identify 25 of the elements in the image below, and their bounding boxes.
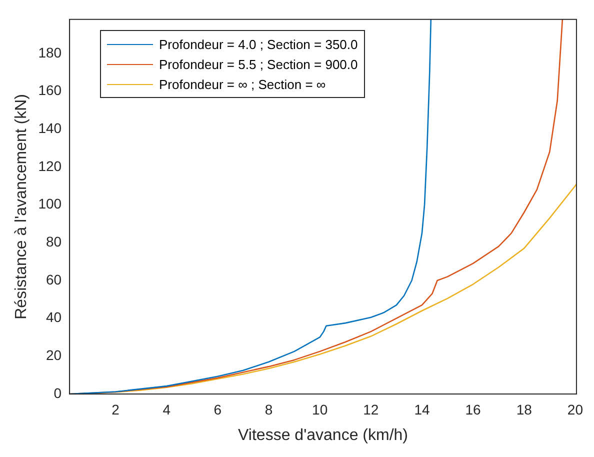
- x-tick-label: 2: [112, 401, 120, 418]
- x-tick-label: 8: [264, 401, 273, 418]
- x-tick-label: 4: [162, 401, 171, 418]
- x-tick-label: 20: [567, 401, 584, 418]
- y-tick-label: 40: [46, 309, 62, 326]
- legend-label: Profondeur = 4.0 ; Section = 350.0: [159, 36, 358, 52]
- y-tick-label: 180: [38, 44, 62, 60]
- y-axis-title: Résistance à l'avancement (kN): [13, 94, 30, 320]
- y-tick-label: 60: [46, 271, 62, 288]
- x-tick-label: 16: [465, 401, 482, 418]
- x-tick-label: 6: [214, 401, 222, 418]
- x-axis-title: Vitesse d'avance (km/h): [238, 426, 408, 444]
- y-tick-label: 0: [54, 384, 62, 401]
- y-tick-label: 100: [38, 196, 62, 212]
- y-tick-label: 160: [38, 82, 62, 98]
- x-tick-label: 12: [363, 401, 379, 418]
- legend-label: Profondeur = ∞ ; Section = ∞: [159, 76, 326, 92]
- legend-label: Profondeur = 5.5 ; Section = 900.0: [159, 56, 358, 72]
- y-tick-label: 120: [38, 158, 62, 174]
- x-tick-label: 14: [414, 401, 430, 418]
- x-tick-label: 18: [516, 401, 532, 418]
- y-tick-label: 20: [46, 347, 62, 364]
- y-tick-label: 80: [46, 234, 62, 250]
- y-tick-label: 140: [38, 120, 62, 136]
- x-tick-label: 10: [312, 401, 328, 418]
